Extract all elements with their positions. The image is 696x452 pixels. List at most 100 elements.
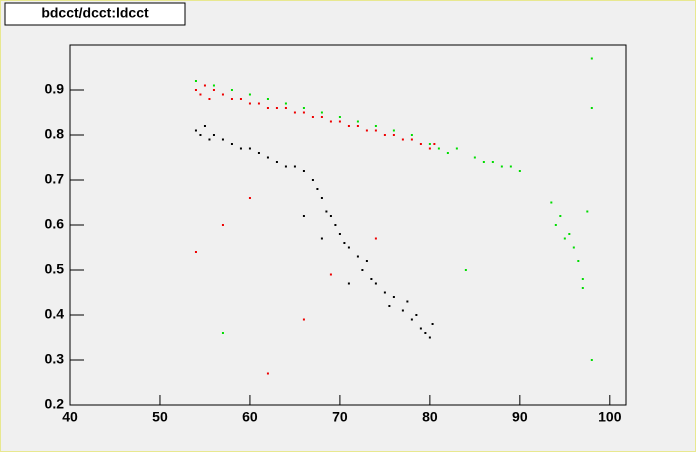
point xyxy=(275,107,278,109)
point xyxy=(383,134,386,136)
point xyxy=(343,242,346,244)
point xyxy=(194,251,197,253)
point xyxy=(347,282,350,285)
point xyxy=(320,111,323,114)
point xyxy=(356,125,359,127)
point xyxy=(203,125,206,127)
y-tick-label: 0.7 xyxy=(45,171,65,187)
point xyxy=(239,147,242,150)
point xyxy=(383,291,386,294)
point xyxy=(401,309,404,312)
point xyxy=(356,120,359,123)
point xyxy=(554,224,557,226)
point xyxy=(392,134,395,136)
point xyxy=(208,98,211,100)
point xyxy=(419,327,422,330)
point xyxy=(590,57,593,60)
point xyxy=(374,282,377,285)
x-tick-label: 80 xyxy=(422,409,438,425)
point xyxy=(212,84,215,87)
point xyxy=(500,165,503,168)
x-tick-label: 50 xyxy=(152,409,168,425)
point xyxy=(581,278,584,280)
point xyxy=(446,152,449,154)
point xyxy=(311,116,314,118)
point xyxy=(194,89,197,91)
point xyxy=(338,116,341,118)
point xyxy=(428,147,431,150)
point xyxy=(437,147,440,150)
point xyxy=(248,197,251,199)
y-tick-label: 0.6 xyxy=(45,216,65,232)
point xyxy=(374,129,377,132)
point xyxy=(431,323,434,325)
point xyxy=(266,156,269,159)
y-tick-label: 0.3 xyxy=(45,351,65,367)
point xyxy=(302,318,305,321)
point xyxy=(365,260,368,262)
point xyxy=(212,89,215,91)
point xyxy=(406,300,409,303)
point xyxy=(266,98,269,100)
x-tick-label: 90 xyxy=(512,409,528,425)
x-tick-label: 70 xyxy=(332,409,348,425)
point xyxy=(208,138,211,141)
point xyxy=(311,179,314,181)
point xyxy=(338,120,341,123)
point xyxy=(194,80,197,82)
point xyxy=(550,201,553,204)
point xyxy=(415,314,418,316)
point xyxy=(212,134,215,136)
point xyxy=(284,102,287,105)
point xyxy=(410,138,413,141)
point xyxy=(590,107,593,109)
y-tick-label: 0.4 xyxy=(45,306,65,322)
point xyxy=(320,237,323,240)
point xyxy=(194,129,197,132)
point xyxy=(590,359,593,361)
point xyxy=(581,287,584,289)
point xyxy=(266,372,269,375)
point xyxy=(203,84,206,87)
point xyxy=(491,161,494,163)
point xyxy=(586,210,589,213)
point xyxy=(275,161,278,163)
point xyxy=(424,332,427,334)
point xyxy=(329,120,332,123)
point xyxy=(302,107,305,109)
point xyxy=(563,237,566,240)
point xyxy=(577,260,580,262)
point xyxy=(365,129,368,132)
point xyxy=(230,89,233,91)
point xyxy=(221,332,224,334)
title-box xyxy=(4,2,186,26)
point xyxy=(248,147,251,150)
point xyxy=(266,107,269,109)
point xyxy=(221,138,224,141)
y-tick-label: 0.5 xyxy=(45,261,65,277)
point xyxy=(221,93,224,96)
point xyxy=(347,246,350,249)
point xyxy=(410,134,413,136)
y-tick-label: 0.9 xyxy=(45,81,65,97)
point xyxy=(473,156,476,159)
point xyxy=(518,170,521,172)
point xyxy=(329,215,332,217)
x-tick-label: 60 xyxy=(242,409,258,425)
point xyxy=(199,93,202,96)
x-tick-label: 40 xyxy=(62,409,78,425)
point xyxy=(347,125,350,127)
point xyxy=(239,98,242,100)
point xyxy=(302,215,305,217)
point xyxy=(370,278,373,280)
point xyxy=(401,138,404,141)
point xyxy=(302,170,305,172)
point xyxy=(356,255,359,258)
chart-title: bdcct/dcct:ldcct xyxy=(41,5,149,21)
point xyxy=(293,165,296,168)
point xyxy=(374,125,377,127)
point xyxy=(568,233,571,235)
point xyxy=(410,318,413,321)
